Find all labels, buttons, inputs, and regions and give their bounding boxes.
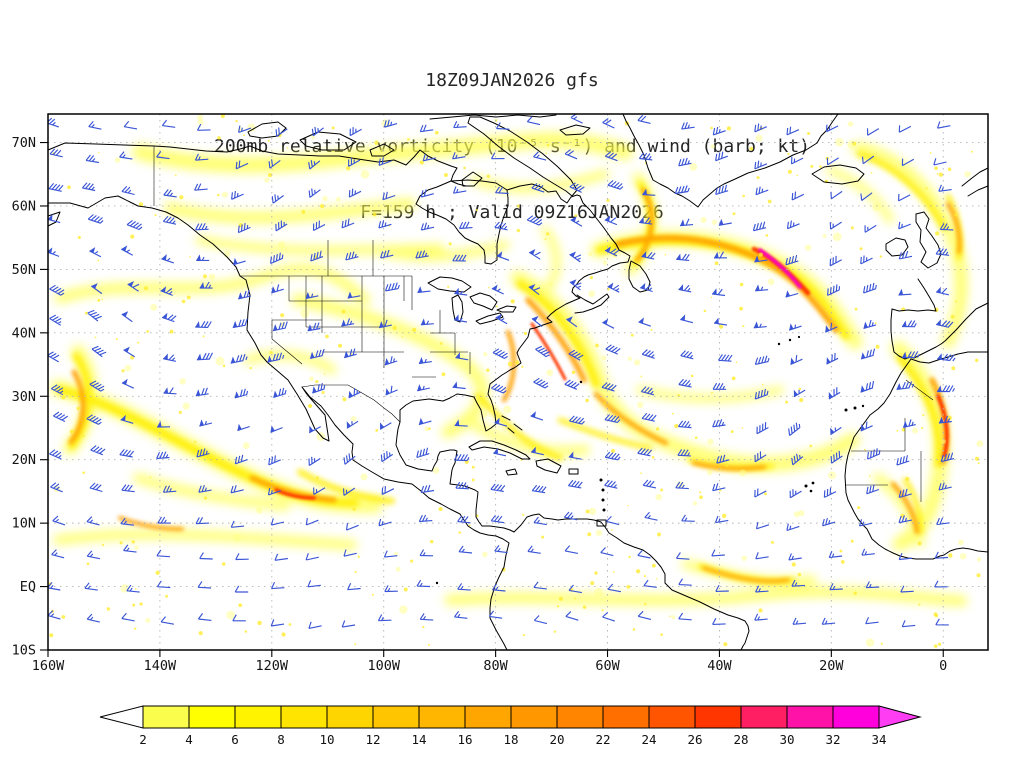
colorbar-cell [832, 705, 880, 729]
colorbar-cell [418, 705, 466, 729]
colorbar-level-label: 28 [733, 732, 748, 747]
lat-label: EQ [20, 579, 36, 595]
colorbar-level-label: 2 [139, 732, 147, 747]
title-run: 18Z09JAN2026 gfs [425, 70, 599, 91]
colorbar-cell [740, 705, 788, 729]
vorticity-shading [50, 132, 968, 607]
lon-label: 60W [595, 658, 620, 674]
colorbar-level-label: 6 [231, 732, 239, 747]
lat-label: 40N [12, 325, 36, 341]
colorbar-cell [694, 705, 742, 729]
coastline-path [47, 195, 510, 651]
colorbar-cell [372, 705, 420, 729]
political-borders [153, 146, 934, 502]
colorbar-level-label: 12 [365, 732, 380, 747]
wind-barbs [48, 114, 956, 629]
lat-label: 30N [12, 389, 36, 405]
colorbar-level-label: 20 [549, 732, 564, 747]
colorbar-level-label: 18 [503, 732, 518, 747]
colorbar-cell [648, 705, 696, 729]
lat-label: 10N [12, 516, 36, 532]
colorbar-cell [280, 705, 328, 729]
lon-label: 0 [939, 658, 947, 674]
lat-label: 60N [12, 198, 36, 214]
colorbar-cell [142, 705, 190, 729]
colorbar-cell [786, 705, 834, 729]
vorticity-speckles [48, 114, 984, 648]
lon-label: 160W [32, 658, 65, 674]
lon-label: 140W [144, 658, 177, 674]
map-frame [47, 113, 989, 651]
lon-label: 120W [256, 658, 289, 674]
colorbar-level-label: 16 [457, 732, 472, 747]
colorbar: 2 4 6 8 10 12 14 16 18 20 22 24 26 28 30 32 34 [99, 705, 922, 747]
lat-label: 10S [12, 643, 36, 659]
colorbar-cell [326, 705, 374, 729]
colorbar-level-label: 30 [779, 732, 794, 747]
colorbar-cell [602, 705, 650, 729]
lon-label: 20W [819, 658, 844, 674]
colorbar-level-label: 24 [641, 732, 656, 747]
colorbar-level-label: 4 [185, 732, 193, 747]
colorbar-level-label: 10 [319, 732, 334, 747]
lat-lon-gridlines [48, 114, 988, 650]
colorbar-below-arrow [99, 705, 144, 729]
colorbar-level-label: 26 [687, 732, 702, 747]
lat-label: 20N [12, 452, 36, 468]
colorbar-cell [464, 705, 512, 729]
colorbar-level-label: 8 [277, 732, 285, 747]
colorbar-cell [510, 705, 558, 729]
colorbar-level-label: 14 [411, 732, 426, 747]
colorbar-cell [556, 705, 604, 729]
colorbar-level-label: 22 [595, 732, 610, 747]
colorbar-level-label: 34 [871, 732, 886, 747]
lat-label: 70N [12, 135, 36, 151]
lon-label: 80W [483, 658, 508, 674]
lat-label: 50N [12, 262, 36, 278]
colorbar-above-arrow [878, 705, 922, 729]
lon-label: 40W [707, 658, 732, 674]
colorbar-level-label: 32 [825, 732, 840, 747]
colorbar-cell [234, 705, 282, 729]
wind-barb-lines [48, 114, 956, 629]
colorbar-cell [188, 705, 236, 729]
coastlines [47, 113, 989, 651]
lon-label: 100W [367, 658, 400, 674]
